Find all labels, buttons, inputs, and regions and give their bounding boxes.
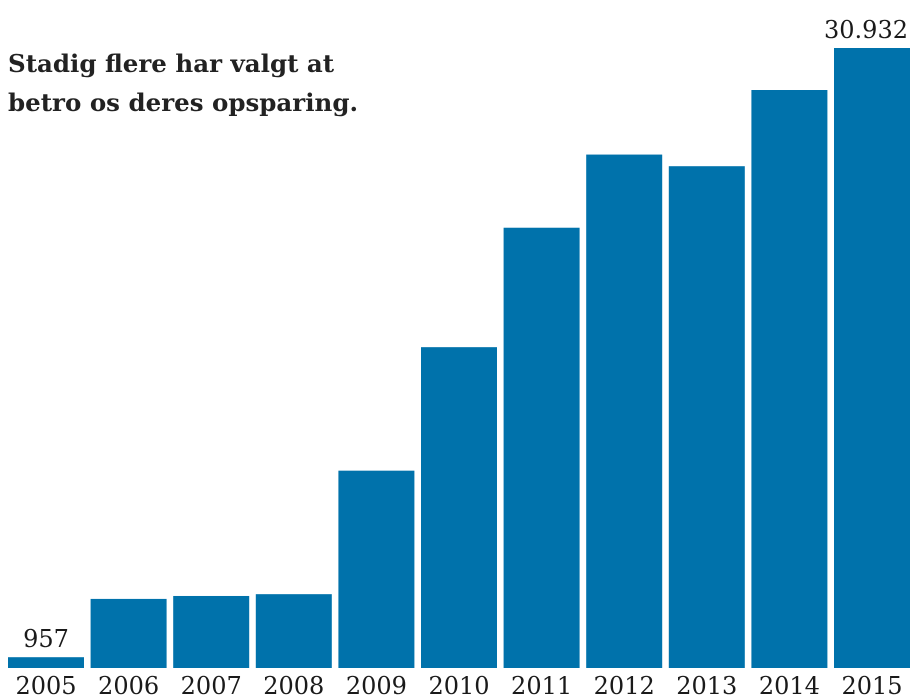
bar-2015 — [834, 48, 910, 668]
x-tick-label: 2010 — [428, 672, 489, 698]
bar-2012 — [586, 154, 663, 669]
bar-2009 — [338, 470, 415, 668]
chart-title: Stadig flere har valgt at betro os deres… — [8, 49, 358, 117]
x-tick-label: 2005 — [15, 672, 76, 698]
data-label-2005: 957 — [23, 625, 69, 653]
bar-2005 — [8, 657, 84, 668]
data-label-2015: 30.932 — [824, 16, 908, 44]
bar-2011 — [503, 227, 580, 668]
x-tick-label: 2015 — [841, 672, 902, 698]
bar-2010 — [421, 347, 497, 668]
bar-2008 — [255, 594, 332, 668]
x-tick-label: 2014 — [759, 672, 820, 698]
x-tick-label: 2012 — [594, 672, 655, 698]
bar-2007 — [173, 595, 250, 668]
x-tick-label: 2013 — [676, 672, 737, 698]
bar-2006 — [90, 598, 167, 668]
x-tick-label: 2008 — [263, 672, 324, 698]
bar-2014 — [751, 90, 828, 668]
bar-2013 — [668, 166, 745, 668]
x-tick-label: 2007 — [181, 672, 242, 698]
x-tick-label: 2011 — [511, 672, 572, 698]
x-tick-label: 2009 — [346, 672, 407, 698]
x-tick-label: 2006 — [98, 672, 159, 698]
